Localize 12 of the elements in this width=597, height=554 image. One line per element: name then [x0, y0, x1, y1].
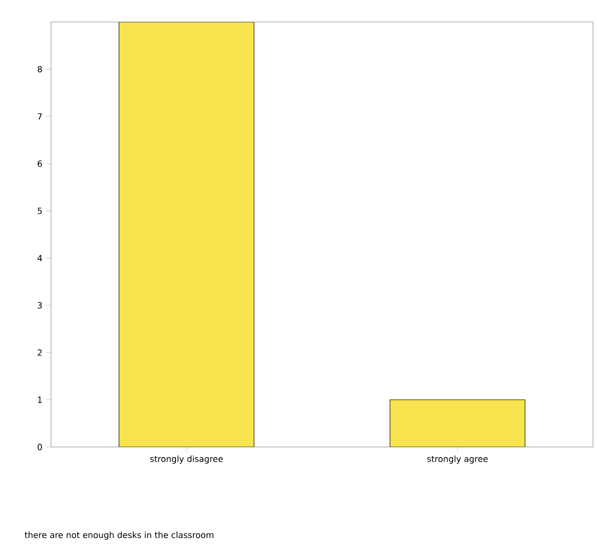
y-tick-label: 8	[38, 66, 42, 72]
y-tick-label: 1	[38, 396, 42, 403]
y-tick-label: 4	[38, 255, 42, 262]
y-tick-label: 3	[38, 302, 42, 309]
y-tick-label: 7	[38, 113, 42, 120]
y-tick-label: 0	[38, 444, 42, 450]
x-tick-label: strongly disagree	[150, 456, 223, 464]
x-tick-label: strongly agree	[427, 456, 488, 464]
y-tick-label: 5	[38, 208, 42, 214]
y-tick-label: 6	[38, 160, 42, 167]
text: there are not enough desks in the classroom	[24, 532, 214, 540]
y-tick-label: 2	[38, 349, 42, 356]
